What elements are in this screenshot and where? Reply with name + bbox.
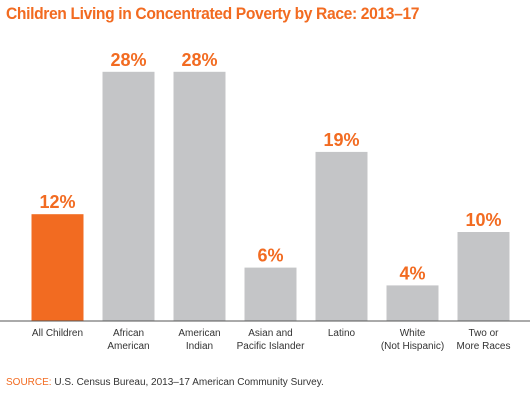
bar-1: [102, 71, 155, 321]
bar-4: [315, 151, 368, 321]
source-text: U.S. Census Bureau, 2013–17 American Com…: [54, 377, 324, 388]
data-label-0: 12%: [39, 192, 75, 212]
bar-0: [31, 214, 84, 321]
data-label-1: 28%: [110, 50, 146, 70]
bar-3: [244, 267, 297, 321]
category-label-1-1: American: [107, 341, 149, 352]
category-label-2-1: Indian: [186, 341, 213, 352]
source-note: SOURCE: U.S. Census Bureau, 2013–17 Amer…: [6, 377, 324, 388]
category-label-6-1: More Races: [457, 341, 511, 352]
category-label-5-1: (Not Hispanic): [381, 341, 444, 352]
chart-title: Children Living in Concentrated Poverty …: [6, 4, 420, 23]
category-label-6-0: Two or: [468, 328, 499, 339]
data-label-5: 4%: [399, 263, 425, 283]
bar-5: [386, 285, 439, 321]
category-label-1-0: African: [113, 328, 144, 339]
data-label-6: 10%: [465, 210, 501, 230]
bar-6: [457, 232, 510, 321]
data-label-3: 6%: [257, 246, 283, 266]
category-label-3-0: Asian and: [248, 328, 292, 339]
category-label-5-0: White: [400, 328, 426, 339]
data-label-2: 28%: [181, 50, 217, 70]
data-label-4: 19%: [323, 130, 359, 150]
category-label-4-0: Latino: [328, 328, 356, 339]
category-label-0-0: All Children: [32, 328, 83, 339]
bar-2: [173, 71, 226, 321]
category-label-3-1: Pacific Islander: [237, 341, 305, 352]
source-label: SOURCE:: [6, 377, 52, 388]
category-label-2-0: American: [178, 328, 220, 339]
